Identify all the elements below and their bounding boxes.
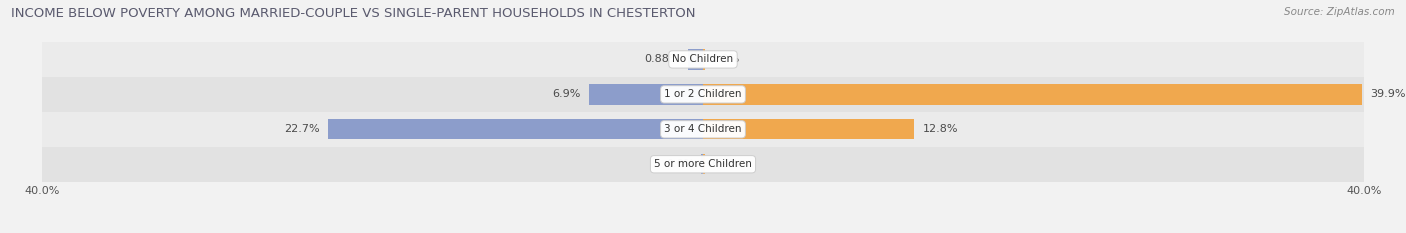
Bar [703,119,914,139]
Text: Source: ZipAtlas.com: Source: ZipAtlas.com [1284,7,1395,17]
Text: 22.7%: 22.7% [284,124,319,134]
Bar [589,84,703,105]
Bar [703,154,706,174]
Text: 0.0%: 0.0% [711,159,740,169]
Bar [328,119,703,139]
Text: INCOME BELOW POVERTY AMONG MARRIED-COUPLE VS SINGLE-PARENT HOUSEHOLDS IN CHESTER: INCOME BELOW POVERTY AMONG MARRIED-COUPL… [11,7,696,20]
Text: 12.8%: 12.8% [922,124,959,134]
Bar [42,42,1364,77]
Text: 1 or 2 Children: 1 or 2 Children [664,89,742,99]
Bar [42,77,1364,112]
Bar [689,49,703,69]
Text: No Children: No Children [672,55,734,64]
Text: 0.0%: 0.0% [711,55,740,64]
Text: 0.88%: 0.88% [645,55,681,64]
Bar [700,154,703,174]
Bar [42,147,1364,182]
Text: 39.9%: 39.9% [1371,89,1406,99]
Text: 3 or 4 Children: 3 or 4 Children [664,124,742,134]
Text: 0.0%: 0.0% [666,159,695,169]
Bar [703,84,1362,105]
Bar [42,112,1364,147]
Text: 5 or more Children: 5 or more Children [654,159,752,169]
Bar [703,49,706,69]
Text: 6.9%: 6.9% [553,89,581,99]
